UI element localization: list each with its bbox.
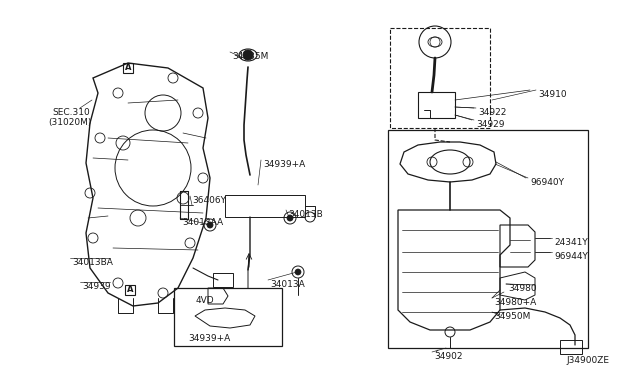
Text: 34939+A: 34939+A (188, 334, 230, 343)
Text: 34929: 34929 (476, 120, 504, 129)
Circle shape (243, 50, 253, 60)
Text: 34980+A: 34980+A (494, 298, 536, 307)
Text: 96940Y: 96940Y (530, 178, 564, 187)
Bar (390, 28, 490, 128)
Circle shape (295, 269, 301, 275)
Text: 34935M: 34935M (232, 52, 268, 61)
Text: 34939+A: 34939+A (263, 160, 305, 169)
Bar (125, 285, 135, 295)
Text: A: A (127, 285, 133, 295)
Text: 36406Y: 36406Y (192, 196, 226, 205)
Bar (560, 340, 582, 354)
Text: 34013A: 34013A (270, 280, 305, 289)
Text: A: A (125, 64, 131, 73)
Circle shape (207, 222, 213, 228)
Bar (123, 63, 133, 73)
Text: 4VD: 4VD (196, 296, 214, 305)
Text: SEC.310: SEC.310 (52, 108, 90, 117)
Text: 34013AA: 34013AA (182, 218, 223, 227)
Text: 34950M: 34950M (494, 312, 531, 321)
Text: 34013BA: 34013BA (72, 258, 113, 267)
Text: 34013B: 34013B (288, 210, 323, 219)
Circle shape (287, 215, 293, 221)
Bar (213, 273, 233, 287)
Text: (31020M): (31020M) (48, 118, 92, 127)
Text: 34939: 34939 (82, 282, 111, 291)
Text: 34980: 34980 (508, 284, 536, 293)
Bar (174, 288, 282, 346)
Text: 34902: 34902 (434, 352, 463, 361)
Text: 34922: 34922 (478, 108, 506, 117)
Text: 96944Y: 96944Y (554, 252, 588, 261)
Text: 24341Y: 24341Y (554, 238, 588, 247)
Text: J34900ZE: J34900ZE (566, 356, 609, 365)
Text: 34910: 34910 (538, 90, 566, 99)
Bar (388, 130, 588, 348)
